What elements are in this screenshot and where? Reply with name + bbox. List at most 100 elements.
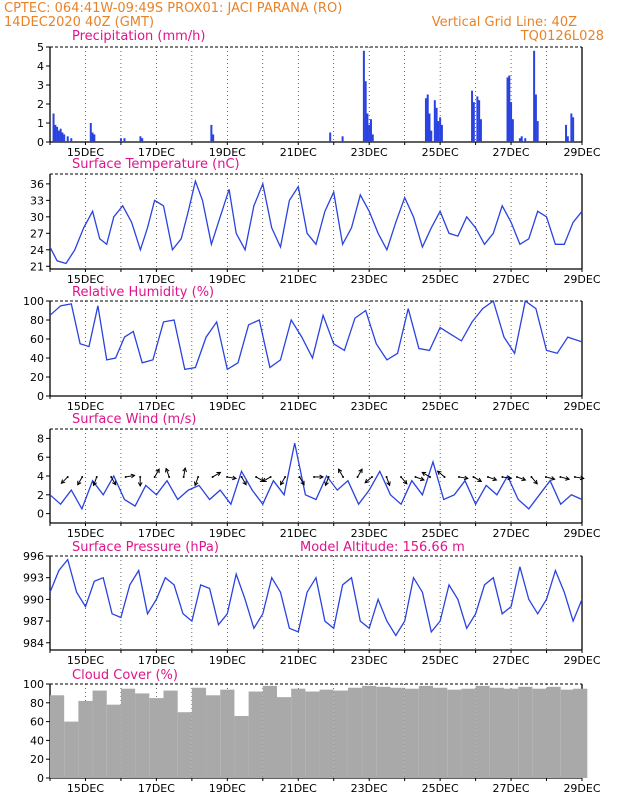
cloud-bar — [248, 691, 263, 778]
header-right-2: TQ0126L028 — [520, 29, 604, 44]
wind-arrowhead — [242, 480, 247, 486]
temp-series-line — [49, 178, 583, 265]
precip-y-tick-label: 4 — [37, 60, 44, 73]
wind-arrowhead — [182, 467, 187, 473]
cloud-bar — [489, 687, 504, 778]
temp-x-tick-label: 25DEC — [422, 273, 459, 286]
wind-arrowhead — [164, 467, 170, 473]
wind-arrow — [154, 468, 160, 478]
precip-bar — [428, 113, 431, 142]
precip-y-tick-label: 3 — [37, 79, 44, 92]
wind-arrowhead — [232, 475, 238, 481]
cloud-bar — [362, 685, 377, 778]
precip-x-tick-label: 21DEC — [280, 146, 317, 159]
wind-arrowhead — [280, 480, 285, 486]
cloud-bar — [64, 721, 79, 778]
cloud-bar — [319, 689, 334, 778]
precip-bar — [534, 94, 537, 142]
wind-x-tick-label: 15DEC — [67, 527, 104, 540]
wind-x-tick-label: 19DEC — [209, 527, 246, 540]
precip-bar — [572, 117, 575, 142]
wind-arrow — [183, 467, 186, 478]
precip-bar — [70, 138, 73, 142]
precip-bar — [430, 130, 433, 142]
pres-x-tick-label: 25DEC — [422, 654, 459, 667]
wind-arrow — [227, 476, 237, 479]
pres-panel: 984 987 990 993 996 15DEC 17DEC 19DEC 21DEC 23DEC… — [23, 550, 601, 667]
wind-arrowhead — [533, 479, 538, 485]
wind-arrow — [357, 468, 363, 478]
precip-x-tick-label: 25DEC — [422, 146, 459, 159]
cloud-bar — [503, 688, 519, 778]
temp-y-tick-label: 33 — [30, 194, 44, 207]
cloud-bar — [276, 697, 292, 778]
wind-arrowhead — [358, 468, 363, 474]
wind-arrow — [280, 476, 286, 485]
precip-bar — [59, 128, 62, 142]
rh-x-tick-label: 29DEC — [563, 400, 600, 413]
wind-arrowhead — [521, 476, 527, 482]
pres-x-tick-label: 19DEC — [209, 654, 246, 667]
precip-bar — [93, 134, 96, 142]
precip-y-tick-label: 1 — [37, 117, 44, 130]
wind-arrowhead — [436, 470, 442, 476]
precip-bar — [424, 98, 427, 142]
wind-x-tick-label: 21DEC — [280, 527, 317, 540]
cloud-bar — [546, 686, 561, 778]
rh-y-tick-label: 40 — [30, 352, 44, 365]
precip-bar — [329, 132, 332, 142]
wind-arrowhead — [261, 477, 267, 482]
cloud-y-tick-label: 80 — [30, 697, 44, 710]
precip-bar — [91, 132, 94, 142]
wind-arrow — [502, 476, 512, 479]
cloud-y-tick-label: 0 — [37, 772, 44, 785]
wind-arrow — [437, 470, 445, 478]
rh-x-tick-label: 19DEC — [209, 400, 246, 413]
precip-bar — [566, 136, 569, 142]
temp-title: Surface Temperature (nC) — [72, 157, 240, 172]
cloud-bar — [518, 686, 533, 778]
cloud-bar — [234, 715, 249, 778]
wind-y-tick-label: 8 — [37, 432, 44, 445]
cloud-bar — [404, 688, 419, 778]
wind-arrowhead — [155, 468, 160, 474]
wind-arrowhead — [402, 479, 408, 485]
precip-bar — [536, 121, 539, 142]
precip-bar — [506, 77, 509, 142]
temp-x-tick-label: 29DEC — [563, 273, 600, 286]
precip-bar — [565, 124, 568, 142]
wind-arrowhead — [319, 474, 325, 480]
cloud-x-tick-label: 25DEC — [422, 782, 459, 795]
cloud-bar — [532, 688, 547, 778]
cloud-x-tick-label: 17DEC — [138, 782, 175, 795]
wind-arrowhead — [60, 479, 66, 485]
precip-x-tick-label: 23DEC — [351, 146, 388, 159]
rh-series-line — [49, 299, 583, 371]
cloud-bar — [333, 690, 348, 778]
wind-arrow — [545, 476, 555, 480]
precip-bar — [66, 136, 69, 142]
wind-arrow — [531, 476, 538, 485]
wind-arrowhead — [492, 476, 498, 482]
wind-arrow — [241, 476, 247, 485]
wind-arrow — [262, 476, 271, 482]
cloud-bar — [376, 686, 391, 778]
pres-y-tick-label: 987 — [23, 615, 44, 628]
rh-x-tick-label: 27DEC — [493, 400, 530, 413]
precip-bar — [510, 102, 513, 142]
temp-y-tick-label: 21 — [30, 260, 44, 273]
pres-altitude: Model Altitude: 156.66 m — [300, 540, 465, 555]
pres-y-tick-label: 990 — [23, 593, 44, 606]
precip-bar — [341, 136, 344, 142]
pres-x-tick-label: 21DEC — [280, 654, 317, 667]
wind-arrowhead — [92, 481, 97, 487]
cloud-bar — [573, 688, 588, 778]
wind-x-tick-label: 17DEC — [138, 527, 175, 540]
wind-arrow — [77, 476, 83, 485]
precip-bar — [123, 138, 126, 142]
precip-bar — [366, 113, 369, 142]
temp-y-tick-label: 24 — [30, 244, 44, 257]
wind-arrowhead — [463, 475, 469, 481]
rh-panel: 0 20 40 60 80 100 15DEC 17DEC 19DEC 21DEC 23DEC 25D… — [23, 295, 601, 413]
header-right-1: Vertical Grid Line: 40Z — [432, 15, 577, 30]
